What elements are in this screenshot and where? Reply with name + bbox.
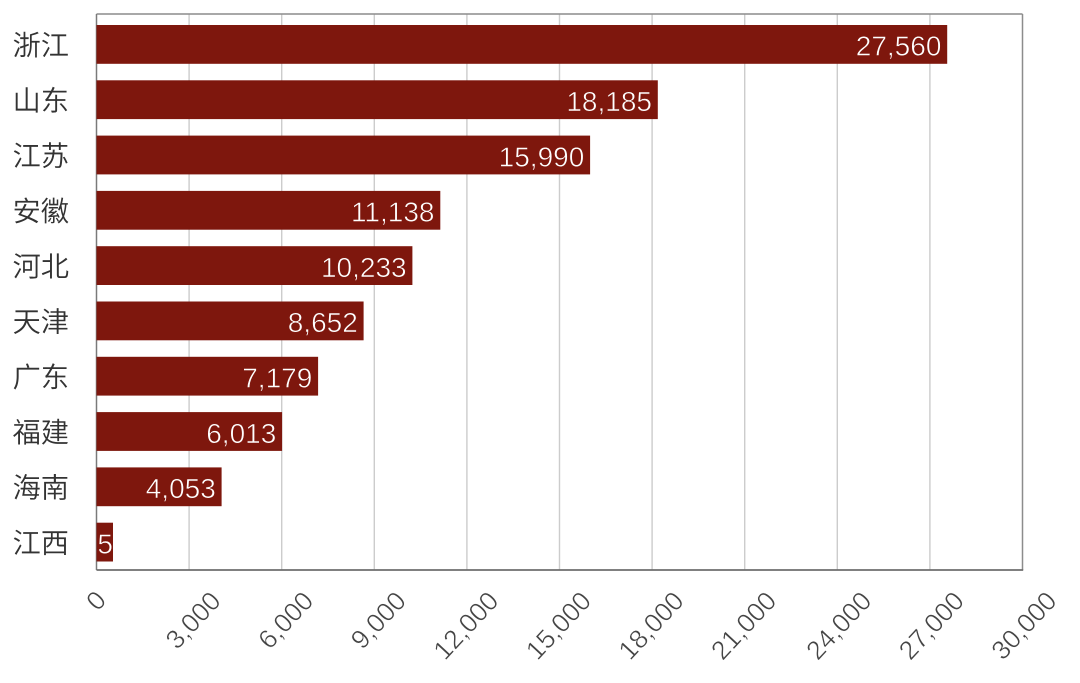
svg-text:15,990: 15,990 <box>499 141 585 172</box>
svg-text:4,053: 4,053 <box>146 473 216 504</box>
svg-text:535: 535 <box>97 528 144 559</box>
svg-text:8,652: 8,652 <box>288 307 358 338</box>
svg-text:7,179: 7,179 <box>242 363 312 394</box>
svg-text:27,560: 27,560 <box>856 31 942 62</box>
svg-text:10,233: 10,233 <box>321 252 407 283</box>
svg-text:11,138: 11,138 <box>351 197 435 228</box>
svg-text:18,185: 18,185 <box>566 86 652 117</box>
svg-text:6,013: 6,013 <box>206 418 276 449</box>
